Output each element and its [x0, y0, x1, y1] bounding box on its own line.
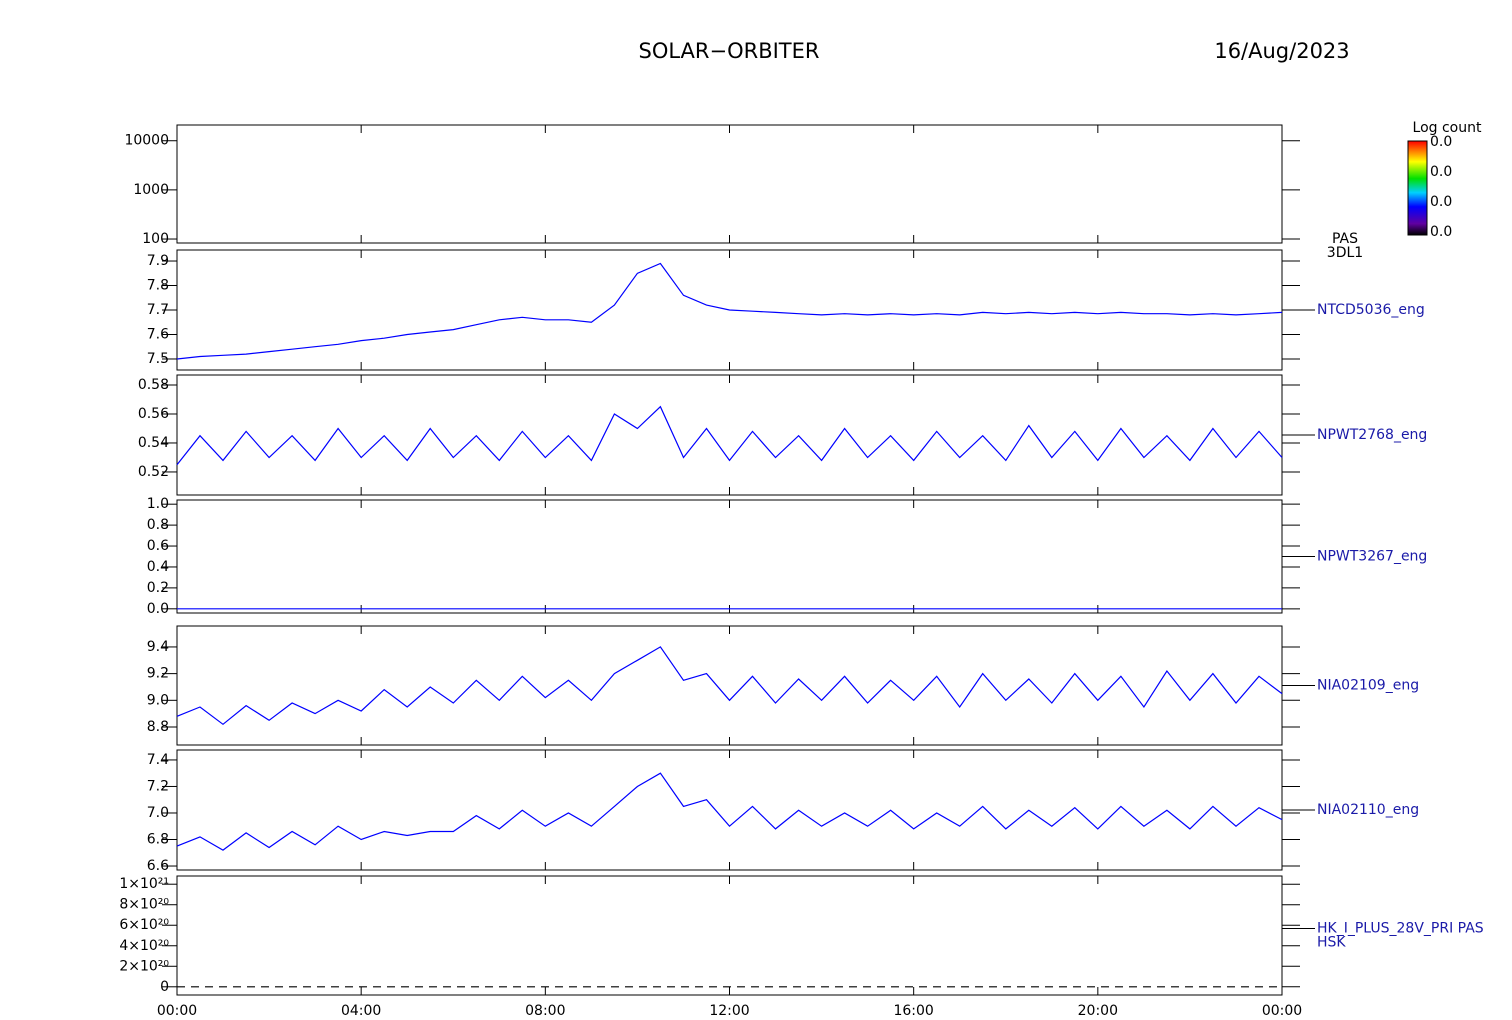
y-tick-label: 0.8 [147, 517, 169, 533]
panel-frame [176, 124, 1283, 244]
colorbar [1407, 140, 1428, 236]
series-label: NPWT3267_eng [1317, 549, 1427, 565]
y-tick-label: 9.0 [147, 692, 169, 708]
x-tick-label: 00:00 [157, 1003, 197, 1019]
x-tick-label: 16:00 [893, 1003, 933, 1019]
colorbar-label: 0.0 [1430, 224, 1452, 240]
y-tick-label: 7.5 [147, 351, 169, 367]
x-tick-label: 20:00 [1078, 1003, 1118, 1019]
y-tick-label: 8.8 [147, 719, 169, 735]
y-tick-label: 0.56 [138, 406, 169, 422]
date: 16/Aug/2023 [1214, 39, 1349, 63]
series-label: HK_I_PLUS_28V_PRI PAS [1317, 921, 1484, 937]
colorbar-label: 0.0 [1430, 164, 1452, 180]
series-label: HSK [1317, 935, 1346, 951]
x-tick-label: 12:00 [709, 1003, 749, 1019]
y-tick-label: 1.0 [147, 496, 169, 512]
panel-frame [176, 499, 1283, 614]
series-label: NIA02110_eng [1317, 802, 1419, 818]
colorbar-label: 0.0 [1430, 194, 1452, 210]
x-tick-label: 04:00 [341, 1003, 381, 1019]
y-tick-label: 0.2 [147, 580, 169, 596]
y-tick-label: 8×10²⁰ [119, 897, 169, 913]
x-tick-label: 08:00 [525, 1003, 565, 1019]
y-tick-label: 0.0 [147, 601, 169, 617]
colorbar-title: Log count [1413, 120, 1482, 136]
y-tick-label: 0.54 [138, 435, 169, 451]
x-tick-label: 00:00 [1262, 1003, 1302, 1019]
y-tick-label: 4×10²⁰ [119, 938, 169, 954]
y-tick-label: 7.8 [147, 278, 169, 294]
y-tick-label: 100 [142, 231, 169, 247]
series-line [176, 646, 1283, 726]
series-line [176, 262, 1283, 360]
y-tick-label: 6.6 [147, 858, 169, 874]
y-tick-label: 7.6 [147, 326, 169, 342]
panel-frame [176, 875, 1283, 996]
y-tick-label: 0.58 [138, 377, 169, 393]
y-tick-label: 9.4 [147, 639, 169, 655]
y-tick-label: 1×10²¹ [119, 876, 169, 892]
series-line [176, 772, 1283, 851]
series-label: 3DL1 [1327, 245, 1363, 261]
y-tick-label: 6.8 [147, 832, 169, 848]
series-label: PAS [1332, 231, 1358, 247]
y-tick-label: 6×10²⁰ [119, 917, 169, 933]
y-tick-label: 7.4 [147, 752, 169, 768]
y-tick-label: 7.7 [147, 302, 169, 318]
y-tick-label: 1000 [133, 182, 169, 198]
chart-title: SOLAR−ORBITER [638, 39, 819, 63]
colorbar-label: 0.0 [1430, 134, 1452, 150]
y-tick-label: 9.2 [147, 666, 169, 682]
y-tick-label: 0.4 [147, 559, 169, 575]
y-tick-label: 0.52 [138, 464, 169, 480]
y-tick-label: 7.2 [147, 778, 169, 794]
series-label: NTCD5036_eng [1317, 302, 1425, 318]
series-label: NPWT2768_eng [1317, 427, 1427, 443]
panel-frame [176, 625, 1283, 746]
panel-frame [176, 749, 1283, 871]
y-tick-label: 10000 [124, 133, 169, 149]
series-line [176, 405, 1283, 466]
y-tick-label: 2×10²⁰ [119, 958, 169, 974]
y-tick-label: 7.9 [147, 253, 169, 269]
y-tick-label: 7.0 [147, 805, 169, 821]
y-tick-label: 0.6 [147, 538, 169, 554]
series-label: NIA02109_eng [1317, 678, 1419, 694]
